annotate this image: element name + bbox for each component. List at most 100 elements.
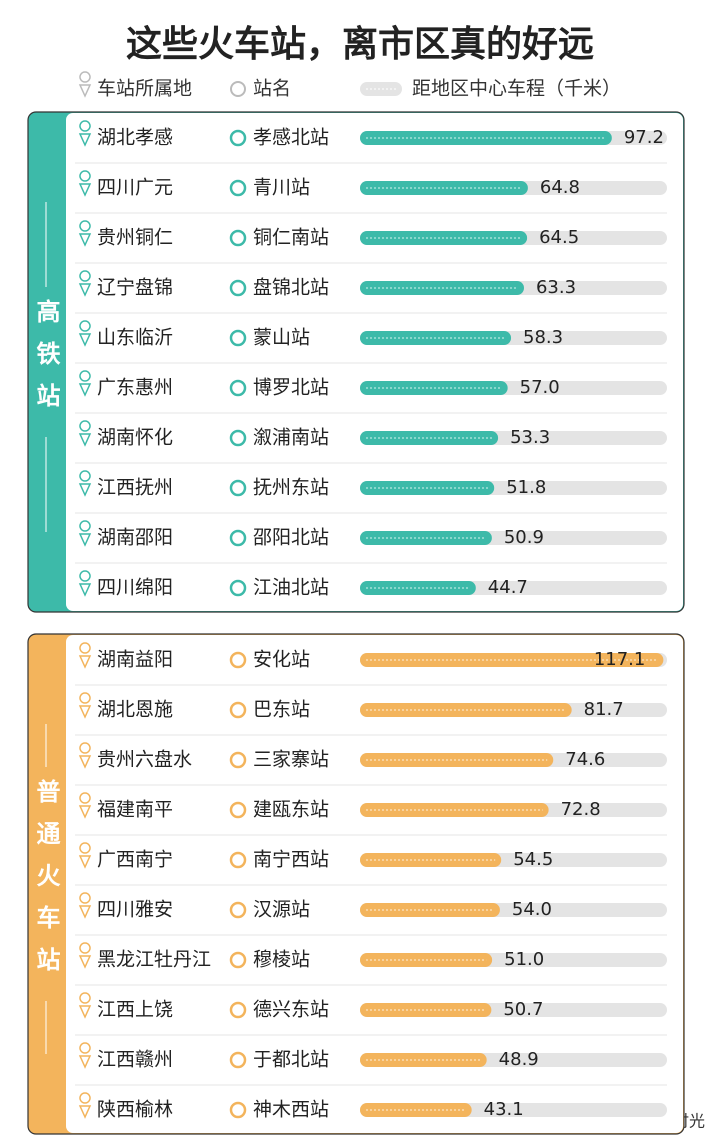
value-label: 57.0 — [520, 377, 560, 398]
province: 广东惠州 — [97, 377, 173, 399]
value-label: 72.8 — [561, 799, 601, 820]
province: 山东临沂 — [97, 327, 173, 349]
train-icon — [229, 801, 247, 819]
bar — [360, 1003, 492, 1017]
title: 这些火车站，离市区真的好远 — [126, 24, 594, 65]
pin-icon — [78, 692, 92, 719]
province: 江西赣州 — [97, 1049, 173, 1071]
bar — [360, 753, 554, 767]
station: 江油北站 — [253, 577, 329, 599]
station: 三家寨站 — [253, 749, 329, 771]
station: 汉源站 — [253, 899, 310, 921]
station: 安化站 — [253, 649, 310, 671]
province: 陕西榆林 — [97, 1099, 173, 1121]
station: 邵阳北站 — [253, 527, 329, 549]
province: 江西抚州 — [97, 477, 173, 499]
legend-place: 车站所属地 — [97, 78, 192, 100]
train-icon — [229, 851, 247, 869]
pin-icon — [78, 470, 92, 497]
train-icon — [229, 701, 247, 719]
value-label: 51.8 — [506, 477, 546, 498]
bar — [360, 703, 572, 717]
station: 神木西站 — [253, 1099, 329, 1121]
pin-icon — [78, 570, 92, 597]
pin-icon — [78, 642, 92, 669]
legend-track — [360, 82, 402, 96]
province: 福建南平 — [97, 799, 173, 821]
train-icon — [229, 379, 247, 397]
pin-icon — [78, 320, 92, 347]
value-label: 58.3 — [523, 327, 563, 348]
value-label: 50.7 — [503, 999, 543, 1020]
train-icon — [229, 229, 247, 247]
pin-icon — [78, 71, 92, 98]
pin-icon — [78, 1042, 92, 1069]
station: 巴东站 — [253, 699, 310, 721]
pin-icon — [78, 1092, 92, 1119]
legend-station: 站名 — [253, 78, 291, 100]
value-label: 44.7 — [488, 577, 528, 598]
province: 贵州六盘水 — [97, 749, 192, 771]
pin-icon — [78, 520, 92, 547]
train-icon — [229, 479, 247, 497]
train-icon — [229, 751, 247, 769]
station: 孝感北站 — [253, 127, 329, 149]
train-icon — [229, 429, 247, 447]
value-label: 54.5 — [513, 849, 553, 870]
province: 湖北孝感 — [97, 127, 173, 149]
province: 湖北恩施 — [97, 699, 173, 721]
station: 蒙山站 — [253, 327, 310, 349]
station: 穆棱站 — [253, 949, 310, 971]
station: 溆浦南站 — [253, 427, 329, 449]
train-icon — [229, 329, 247, 347]
province: 湖南邵阳 — [97, 527, 173, 549]
station: 德兴东站 — [253, 999, 329, 1021]
train-icon — [229, 129, 247, 147]
pin-icon — [78, 420, 92, 447]
station: 建瓯东站 — [253, 799, 329, 821]
train-icon — [229, 279, 247, 297]
train-icon — [229, 901, 247, 919]
pin-icon — [78, 942, 92, 969]
station: 于都北站 — [253, 1049, 329, 1071]
value-label: 64.8 — [540, 177, 580, 198]
train-icon — [229, 1001, 247, 1019]
province: 贵州铜仁 — [97, 227, 173, 249]
value-label: 50.9 — [504, 527, 544, 548]
pin-icon — [78, 892, 92, 919]
bar — [360, 531, 492, 545]
station: 盘锦北站 — [253, 277, 329, 299]
value-label: 117.1 — [594, 649, 646, 670]
pin-icon — [78, 370, 92, 397]
station: 铜仁南站 — [253, 227, 329, 249]
pin-icon — [78, 220, 92, 247]
province: 四川雅安 — [97, 899, 173, 921]
train-icon — [229, 579, 247, 597]
station: 博罗北站 — [253, 377, 329, 399]
pin-icon — [78, 270, 92, 297]
bar — [360, 131, 612, 145]
bar — [360, 431, 499, 445]
value-label: 51.0 — [504, 949, 544, 970]
bar — [360, 581, 476, 595]
value-label: 74.6 — [565, 749, 605, 770]
pin-icon — [78, 120, 92, 147]
value-label: 81.7 — [584, 699, 624, 720]
legend-distance: 距地区中心车程（千米） — [412, 78, 621, 100]
value-label: 48.9 — [499, 1049, 539, 1070]
province: 湖南益阳 — [97, 649, 173, 671]
bar — [360, 281, 524, 295]
pin-icon — [78, 170, 92, 197]
station: 抚州东站 — [253, 477, 329, 499]
province: 江西上饶 — [97, 999, 173, 1021]
province: 辽宁盘锦 — [97, 277, 173, 299]
panel: 高铁站 湖北孝感 孝感北站 97.2 四川广元 青川站 64.8 贵州铜仁 铜仁南站 64.5 辽宁… — [27, 111, 685, 613]
section-label: 普通火车站 — [32, 778, 60, 989]
pin-icon — [78, 792, 92, 819]
pin-icon — [78, 842, 92, 869]
station: 青川站 — [253, 177, 310, 199]
province: 湖南怀化 — [97, 427, 173, 449]
value-label: 53.3 — [510, 427, 550, 448]
bar — [360, 381, 508, 395]
province: 黑龙江牡丹江 — [97, 949, 211, 971]
